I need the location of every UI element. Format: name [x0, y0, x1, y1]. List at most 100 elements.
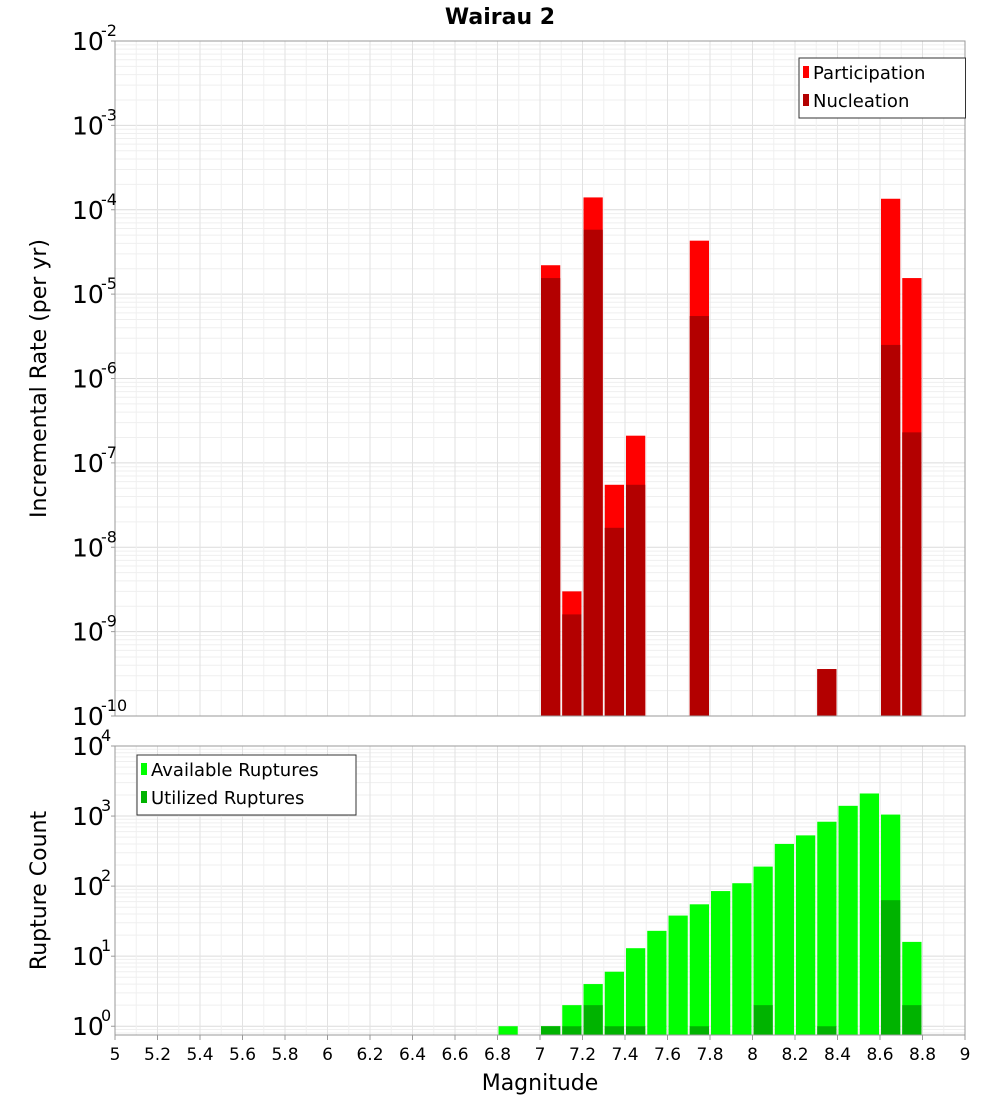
- x-tick: 8: [747, 1035, 758, 1065]
- y-tick-label: 10-2: [72, 21, 117, 56]
- x-tick-label: 5.6: [229, 1045, 256, 1065]
- rate-panel: 10-1010-910-810-710-610-510-410-310-2Inc…: [27, 21, 966, 731]
- legend: Participation Nucleation: [798, 57, 966, 119]
- bar: [604, 1026, 624, 1035]
- series-nucleation: [541, 229, 922, 717]
- series-utilized-ruptures: [541, 900, 922, 1035]
- y-tick-exponent: 2: [101, 866, 111, 885]
- y-tick-base: 10: [72, 872, 104, 901]
- y-tick-label: 10-3: [72, 105, 117, 140]
- chart-title: Wairau 2: [445, 5, 555, 30]
- legend-label: Nucleation: [813, 91, 909, 112]
- x-tick-label: 6: [322, 1045, 333, 1065]
- y-tick-label: 101: [72, 936, 115, 971]
- y-tick-base: 10: [72, 732, 104, 761]
- x-tick: 7.2: [569, 1035, 596, 1065]
- y-tick-label: 100: [72, 1006, 115, 1041]
- x-tick: 8.2: [781, 1035, 809, 1065]
- x-tick-label: 7.8: [696, 1045, 723, 1065]
- legend-box: [136, 754, 357, 816]
- legend-label: Available Ruptures: [151, 760, 319, 781]
- x-tick-label: 5: [110, 1045, 121, 1065]
- y-axis-label: Rupture Count: [27, 811, 52, 971]
- y-tick-exponent: 0: [101, 1006, 111, 1025]
- y-tick-base: 10: [72, 802, 104, 831]
- y-tick-base: 10: [72, 533, 104, 562]
- bar: [604, 971, 624, 1035]
- x-tick: 5.4: [186, 1035, 214, 1065]
- bar: [838, 805, 858, 1035]
- x-tick: 8.4: [824, 1035, 851, 1065]
- x-tick-label: 8.2: [781, 1045, 808, 1065]
- x-tick: 7.6: [654, 1035, 681, 1065]
- legend-swatch: [803, 94, 809, 106]
- bar: [732, 883, 752, 1035]
- gridlines: [114, 40, 966, 717]
- x-tick-label: 6.8: [484, 1045, 511, 1065]
- y-axis-label: Incremental Rate (per yr): [27, 239, 52, 518]
- bar: [711, 891, 731, 1035]
- bar: [498, 1026, 518, 1035]
- x-tick-label: 8.8: [909, 1045, 936, 1065]
- bar: [902, 1005, 922, 1035]
- y-tick-exponent: -3: [101, 105, 117, 124]
- legend-box: [798, 57, 966, 119]
- y-tick-base: 10: [72, 618, 104, 647]
- bar: [859, 793, 879, 1035]
- y-tick-label: 10-8: [72, 527, 117, 562]
- legend-swatch: [141, 763, 147, 775]
- x-tick: 8.6: [866, 1035, 894, 1065]
- legend-swatch: [141, 791, 147, 803]
- y-tick-exponent: -7: [101, 443, 117, 462]
- bar: [753, 866, 773, 1035]
- x-tick: 5.6: [229, 1035, 256, 1065]
- bar: [753, 1005, 773, 1035]
- y-tick-label: 102: [72, 866, 115, 901]
- bar: [689, 316, 709, 716]
- bar: [626, 484, 646, 716]
- y-tick-base: 10: [72, 1012, 104, 1041]
- y-tick-exponent: -8: [101, 527, 117, 546]
- bar: [817, 669, 837, 716]
- y-tick-label: 103: [72, 796, 115, 831]
- y-tick-base: 10: [72, 111, 104, 140]
- y-tick-exponent: -4: [101, 190, 117, 209]
- x-tick-label: 7: [535, 1045, 546, 1065]
- x-tick-label: 7.4: [611, 1045, 638, 1065]
- y-tick-label: 10-4: [72, 190, 117, 225]
- y-tick-base: 10: [72, 702, 104, 731]
- x-tick-label: 6.2: [356, 1045, 383, 1065]
- y-tick-base: 10: [72, 365, 104, 394]
- bar: [902, 432, 922, 716]
- y-tick-exponent: -5: [101, 274, 117, 293]
- y-tick-exponent: -10: [101, 696, 127, 715]
- legend: Available Ruptures Utilized Ruptures: [136, 754, 357, 816]
- y-tick-label: 10-10: [72, 696, 127, 731]
- x-tick: 7: [535, 1035, 546, 1065]
- x-tick-label: 5.2: [144, 1045, 171, 1065]
- x-tick: 5.2: [144, 1035, 171, 1065]
- x-axis: 5 5.2 5.4 5.6 5.8 6 6.2 6.4 6.6 6.8 7 7.2 7.4 7.6 7.8 8…: [110, 1035, 970, 1065]
- bar: [817, 1026, 837, 1035]
- bar: [541, 278, 561, 716]
- x-tick-label: 6.6: [441, 1045, 468, 1065]
- bar: [881, 344, 901, 716]
- bar: [562, 1026, 582, 1035]
- y-tick-exponent: 4: [101, 726, 111, 745]
- bar: [689, 904, 709, 1035]
- x-tick-label: 5.4: [186, 1045, 213, 1065]
- bar: [626, 948, 646, 1035]
- bar: [774, 843, 794, 1035]
- y-tick-exponent: -9: [101, 612, 117, 631]
- bar: [541, 1026, 561, 1035]
- x-tick: 5: [110, 1035, 121, 1065]
- x-tick-label: 6.4: [399, 1045, 426, 1065]
- y-tick-label: 10-6: [72, 359, 117, 394]
- bar: [668, 915, 688, 1035]
- x-tick-label: 7.6: [654, 1045, 681, 1065]
- legend-swatch: [803, 66, 809, 78]
- x-tick-label: 8.4: [824, 1045, 851, 1065]
